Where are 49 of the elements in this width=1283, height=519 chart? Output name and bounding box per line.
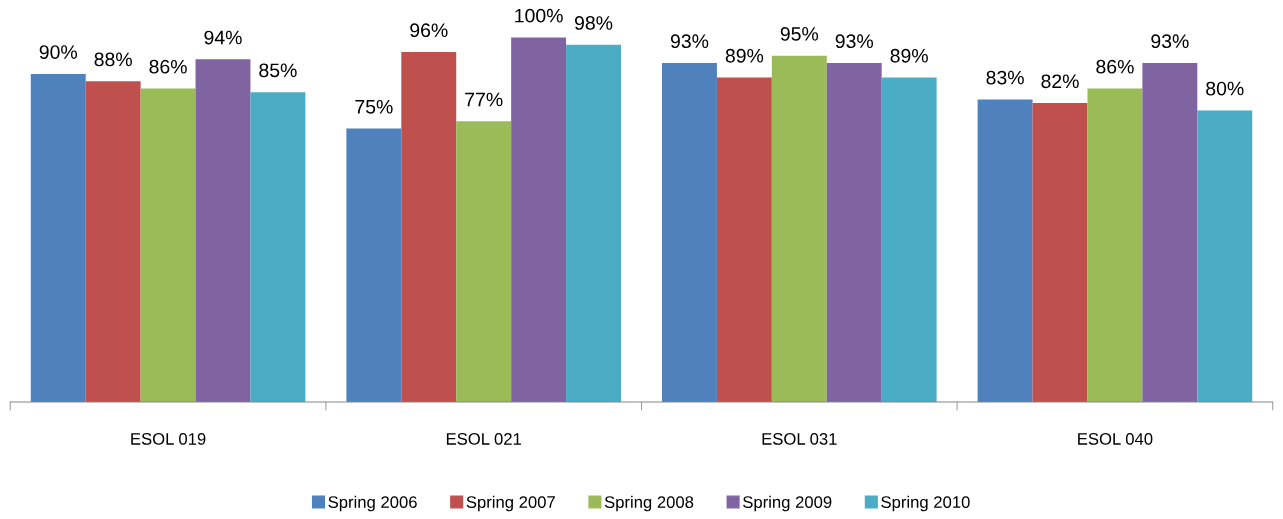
bar bbox=[1142, 63, 1198, 402]
bar bbox=[346, 128, 402, 402]
bar bbox=[140, 88, 196, 402]
bar bbox=[771, 55, 827, 402]
data-label: 86% bbox=[149, 59, 187, 74]
data-label: 100% bbox=[515, 8, 563, 23]
bar bbox=[250, 92, 306, 402]
data-label: 89% bbox=[890, 48, 928, 63]
data-label: 82% bbox=[1041, 74, 1079, 89]
bar bbox=[826, 63, 882, 402]
x-tick-label: ESOL 031 bbox=[762, 433, 837, 445]
bar bbox=[1197, 110, 1253, 402]
bar bbox=[1087, 88, 1143, 402]
data-label: 90% bbox=[39, 45, 78, 59]
data-label: 93% bbox=[1151, 34, 1189, 49]
legend-label: Spring 2006 bbox=[328, 495, 417, 512]
x-tick-label: ESOL 019 bbox=[131, 433, 206, 445]
legend-label: Spring 2009 bbox=[743, 495, 832, 512]
data-label: 83% bbox=[986, 70, 1024, 85]
bar bbox=[716, 77, 772, 402]
data-label: 93% bbox=[670, 34, 709, 49]
bar bbox=[401, 52, 457, 402]
data-label: 94% bbox=[204, 30, 242, 45]
bar bbox=[456, 121, 512, 402]
legend-label: Spring 2008 bbox=[604, 495, 694, 512]
data-label: 96% bbox=[410, 23, 448, 38]
bar bbox=[566, 44, 621, 402]
bar bbox=[85, 81, 141, 402]
data-label: 80% bbox=[1206, 81, 1244, 96]
bar bbox=[977, 99, 1033, 402]
bar bbox=[195, 59, 251, 402]
data-label: 95% bbox=[780, 26, 819, 41]
bar bbox=[662, 63, 717, 402]
x-tick-label: ESOL 021 bbox=[446, 433, 522, 445]
data-label: 85% bbox=[259, 63, 297, 78]
x-tick-label: ESOL 040 bbox=[1078, 433, 1153, 445]
bar bbox=[1032, 103, 1088, 402]
data-label: 93% bbox=[835, 34, 873, 49]
legend-label: Spring 2007 bbox=[466, 495, 555, 512]
data-label: 88% bbox=[94, 52, 132, 67]
data-label: 98% bbox=[574, 16, 613, 30]
data-label: 86% bbox=[1096, 59, 1134, 74]
data-label: 75% bbox=[355, 99, 393, 114]
data-label: 77% bbox=[465, 92, 503, 107]
bar bbox=[881, 77, 937, 402]
bar bbox=[511, 37, 567, 402]
bar bbox=[30, 73, 86, 402]
data-label: 89% bbox=[725, 48, 764, 63]
legend-label: Spring 2010 bbox=[881, 495, 970, 512]
